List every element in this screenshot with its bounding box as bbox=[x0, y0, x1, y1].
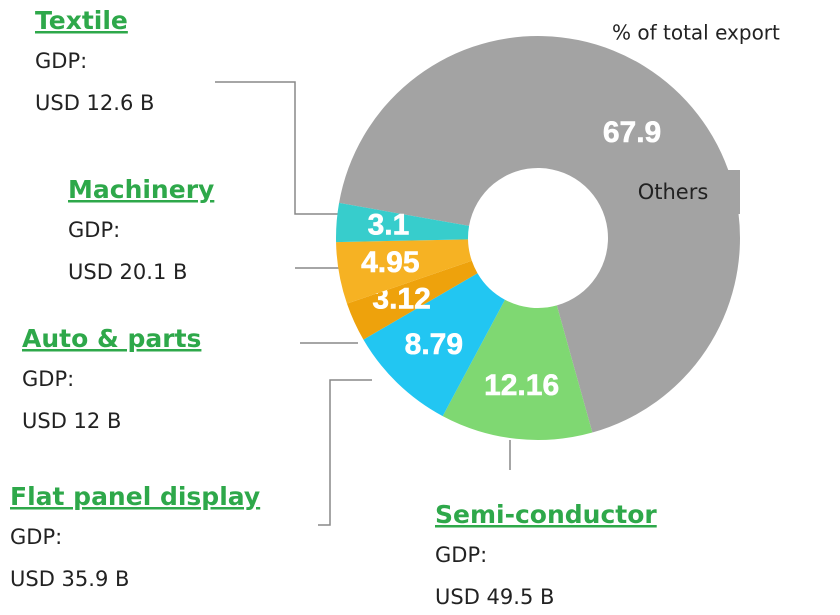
gdp-prefix: GDP: bbox=[35, 49, 87, 73]
gdp-prefix: GDP: bbox=[68, 218, 120, 242]
gdp-label: USD 49.5 B bbox=[435, 585, 554, 609]
value-label: 12.16 bbox=[484, 369, 559, 402]
chart-subtitle: % of total export bbox=[612, 21, 780, 45]
slice bbox=[336, 239, 472, 304]
slice bbox=[346, 260, 478, 340]
gdp-prefix: GDP: bbox=[10, 525, 62, 549]
value-label: 4.95 bbox=[361, 246, 419, 279]
category-label: Machinery bbox=[68, 175, 214, 204]
gdp-prefix: GDP: bbox=[435, 543, 487, 567]
value-label: 67.9 bbox=[603, 116, 661, 149]
gdp-label: USD 20.1 B bbox=[68, 260, 187, 284]
category-box bbox=[606, 170, 740, 214]
gdp-label: USD 12.6 B bbox=[35, 91, 154, 115]
slice bbox=[339, 35, 741, 433]
category-label: Auto & parts bbox=[22, 324, 201, 353]
gdp-prefix: GDP: bbox=[22, 367, 74, 391]
gdp-label: USD 35.9 B bbox=[10, 567, 129, 591]
slice bbox=[442, 299, 593, 440]
category-label: Flat panel display bbox=[10, 482, 260, 511]
value-label: 3.1 bbox=[368, 208, 410, 241]
category-label: Others bbox=[638, 180, 709, 204]
gdp-label: USD 12 B bbox=[22, 409, 121, 433]
category-label: Textile bbox=[35, 6, 128, 35]
slice bbox=[335, 202, 470, 243]
value-label: 8.79 bbox=[405, 328, 463, 361]
leader-line bbox=[215, 81, 342, 215]
slice bbox=[363, 273, 505, 417]
leader-line bbox=[318, 379, 372, 526]
category-label: Semi-conductor bbox=[435, 500, 657, 529]
